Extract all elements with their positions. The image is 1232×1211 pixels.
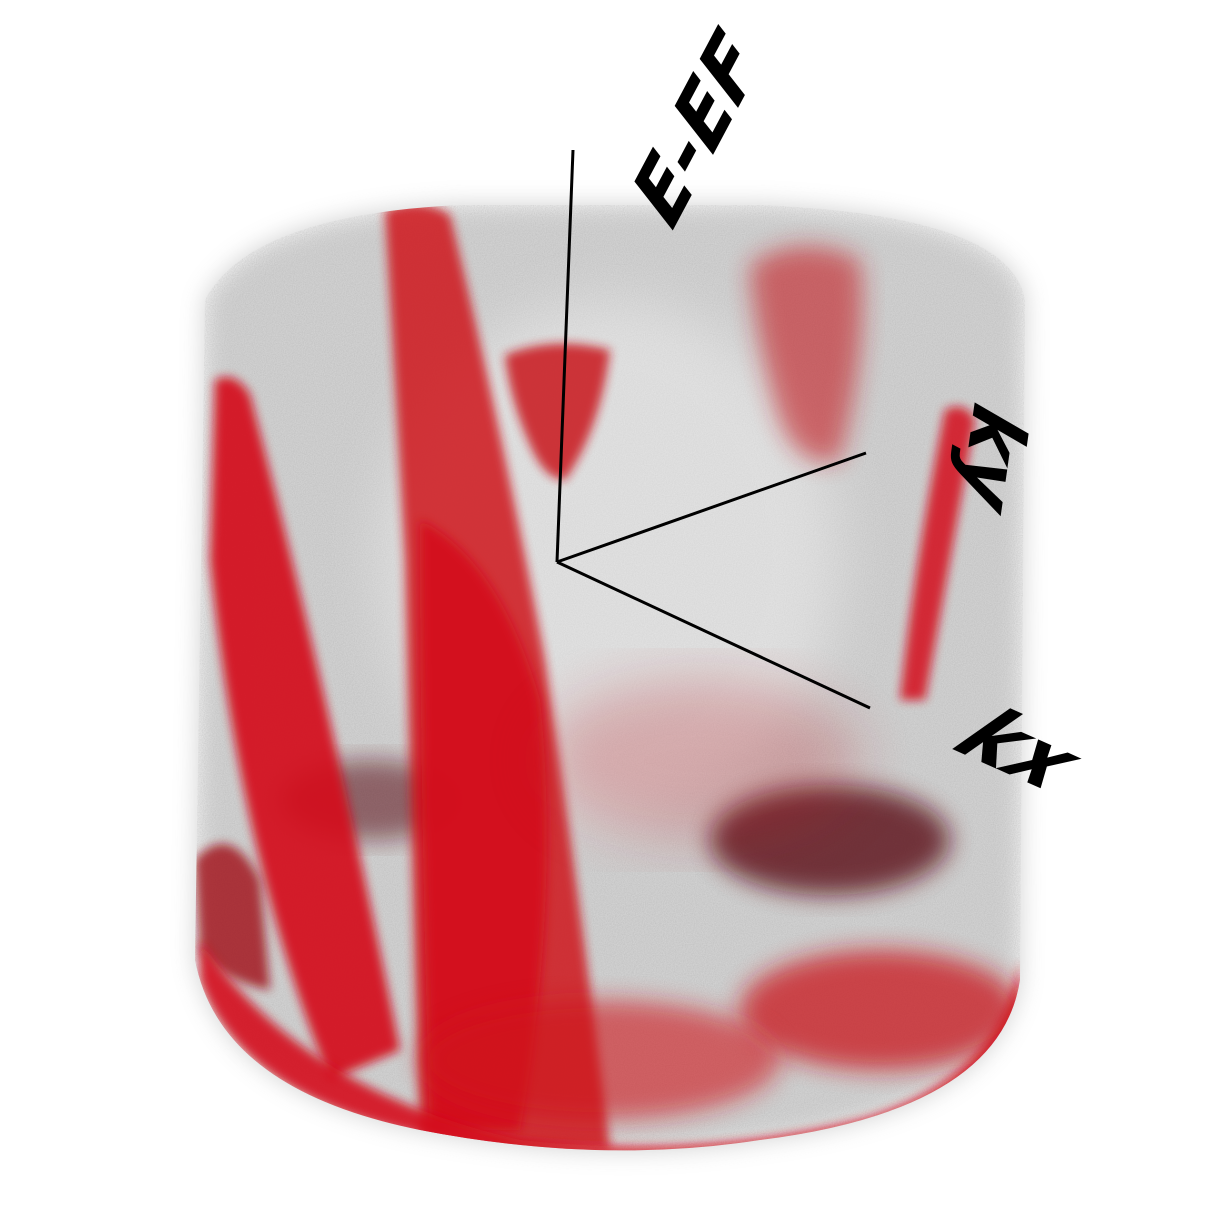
parabola-top xyxy=(505,343,610,480)
kx-axis-line xyxy=(556,560,871,710)
spectral-intensity xyxy=(195,205,1020,1151)
band-far-left xyxy=(210,377,400,1081)
band-upper-right xyxy=(750,246,863,462)
ky-axis-line xyxy=(556,451,867,564)
energy-axis-line xyxy=(555,149,575,563)
band-right xyxy=(900,406,975,700)
